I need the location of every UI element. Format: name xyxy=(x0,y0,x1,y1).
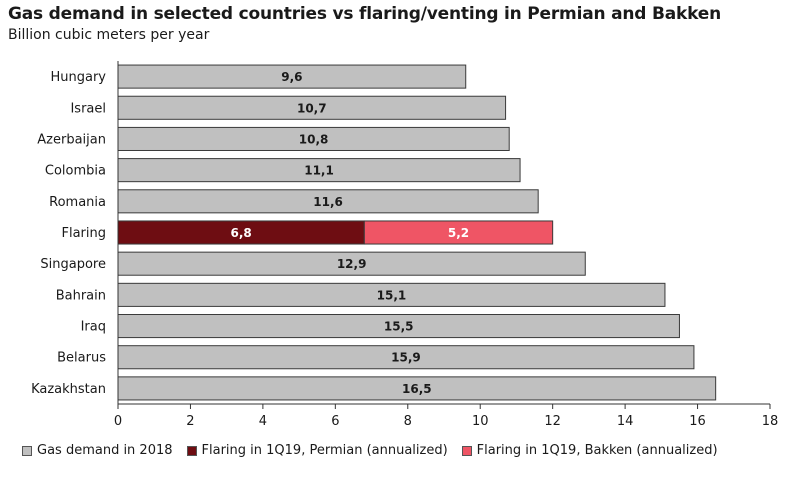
data-label-singapore-s0: 12,9 xyxy=(337,257,367,271)
category-label-iraq: Iraq xyxy=(81,320,106,335)
data-label-azerbaijan-s0: 10,8 xyxy=(299,132,329,146)
x-tick-label-14: 14 xyxy=(617,414,634,429)
category-label-flaring: Flaring xyxy=(61,226,106,241)
category-label-hungary: Hungary xyxy=(50,70,106,85)
category-label-romania: Romania xyxy=(49,195,106,210)
legend-swatch-bakken xyxy=(461,445,472,456)
category-label-colombia: Colombia xyxy=(45,164,106,179)
data-label-flaring-s2: 5,2 xyxy=(448,226,469,240)
data-label-belarus-s0: 15,9 xyxy=(391,351,421,365)
legend-item-bakken: Flaring in 1Q19, Bakken (annualized) xyxy=(461,443,718,458)
data-label-romania-s0: 11,6 xyxy=(313,195,343,209)
data-label-bahrain-s0: 15,1 xyxy=(377,288,407,302)
category-label-belarus: Belarus xyxy=(57,351,106,366)
x-tick-label-18: 18 xyxy=(762,414,779,429)
data-label-kazakhstan-s0: 16,5 xyxy=(402,382,432,396)
category-label-kazakhstan: Kazakhstan xyxy=(31,382,106,397)
chart-subtitle: Billion cubic meters per year xyxy=(8,27,210,43)
data-label-flaring-s1: 6,8 xyxy=(231,226,252,240)
legend-item-gas-demand: Gas demand in 2018 xyxy=(22,443,173,458)
legend-item-permian: Flaring in 1Q19, Permian (annualized) xyxy=(186,443,448,458)
x-tick-label-10: 10 xyxy=(472,414,489,429)
data-label-israel-s0: 10,7 xyxy=(297,101,327,115)
data-label-hungary-s0: 9,6 xyxy=(281,70,302,84)
data-label-colombia-s0: 11,1 xyxy=(304,164,334,178)
category-label-azerbaijan: Azerbaijan xyxy=(37,132,106,147)
category-label-singapore: Singapore xyxy=(40,257,106,272)
category-label-israel: Israel xyxy=(70,101,106,116)
x-tick-label-6: 6 xyxy=(331,414,339,429)
x-tick-label-12: 12 xyxy=(544,414,561,429)
x-tick-label-2: 2 xyxy=(186,414,194,429)
category-label-bahrain: Bahrain xyxy=(56,288,106,303)
legend-swatch-gas-demand xyxy=(22,445,32,456)
x-tick-label-0: 0 xyxy=(114,414,122,429)
x-tick-label-4: 4 xyxy=(259,414,267,429)
x-tick-label-16: 16 xyxy=(689,414,706,429)
chart-legend: Gas demand in 2018 Flaring in 1Q19, Perm… xyxy=(22,443,732,458)
bar-flaring-s2 xyxy=(363,220,554,245)
legend-label-permian: Flaring in 1Q19, Permian (annualized) xyxy=(201,443,448,458)
legend-label-gas-demand: Gas demand in 2018 xyxy=(37,443,173,458)
legend-label-bakken: Flaring in 1Q19, Bakken (annualized) xyxy=(476,443,718,458)
data-label-iraq-s0: 15,5 xyxy=(384,320,414,334)
chart-title: Gas demand in selected countries vs flar… xyxy=(8,4,721,24)
x-tick-label-8: 8 xyxy=(404,414,412,429)
legend-swatch-permian xyxy=(186,445,197,456)
